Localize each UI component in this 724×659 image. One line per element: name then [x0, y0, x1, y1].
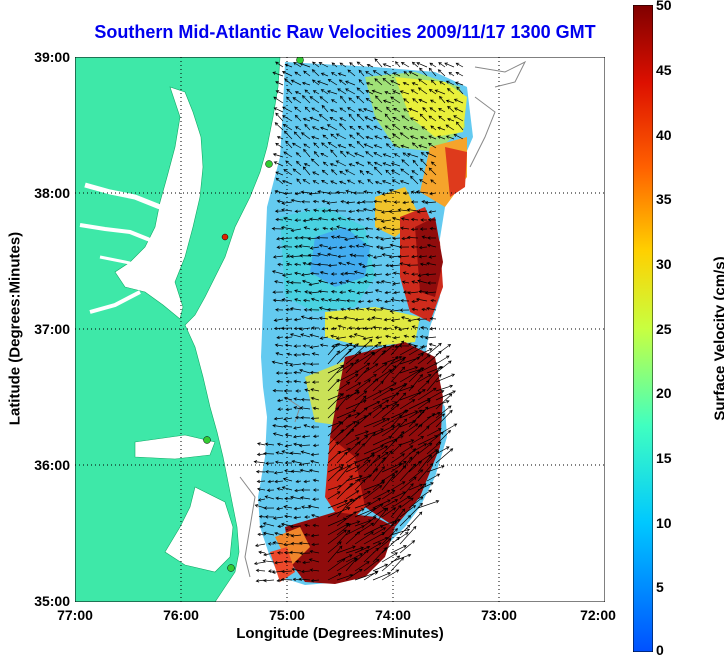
colorbar-tick: 15: [656, 450, 672, 466]
y-tick-label: 37:00: [34, 321, 70, 337]
colorbar-tick: 45: [656, 62, 672, 78]
grid: [75, 57, 605, 602]
y-tick-label: 39:00: [34, 49, 70, 65]
pamlico-sound: [164, 486, 234, 573]
james-river: [89, 290, 141, 314]
york-river: [99, 255, 148, 269]
colorbar-tick: 5: [656, 579, 664, 595]
station-marker: [203, 436, 211, 444]
colorbar-tick: 50: [656, 0, 672, 13]
y-tick-label: 35:00: [34, 593, 70, 609]
potomac-river: [84, 182, 161, 210]
y-tick-label: 36:00: [34, 457, 70, 473]
station-marker: [265, 160, 273, 168]
colorbar-tick: 40: [656, 127, 672, 143]
colorbar-tick: 10: [656, 515, 672, 531]
station-marker: [296, 57, 304, 64]
colorbar-label: Surface Velocity (cm/s): [711, 256, 724, 421]
x-tick-label: 76:00: [163, 607, 199, 623]
colorbar: [633, 5, 653, 652]
station-marker: [227, 564, 235, 572]
x-tick-label: 73:00: [481, 607, 517, 623]
station-marker-highlight: [221, 233, 229, 241]
velocity-arrow-set: [253, 58, 464, 583]
colorbar-tick: 35: [656, 191, 672, 207]
colorbar-tick: 0: [656, 642, 664, 658]
y-tick-label: 38:00: [34, 185, 70, 201]
x-axis-label: Longitude (Degrees:Minutes): [236, 625, 444, 642]
x-tick-label: 72:00: [580, 607, 616, 623]
colorbar-tick: 20: [656, 385, 672, 401]
y-axis-label: Latitude (Degrees:Minutes): [6, 231, 24, 426]
x-tick-label: 75:00: [269, 607, 305, 623]
x-tick-label: 77:00: [57, 607, 93, 623]
colorbar-tick: 30: [656, 256, 672, 272]
albemarle-sound: [134, 434, 216, 460]
x-tick-label: 74:00: [375, 607, 411, 623]
velocity-map: [75, 57, 605, 602]
rappahannock-river: [79, 223, 156, 244]
map-title: Southern Mid-Atlantic Raw Velocities 200…: [94, 22, 596, 42]
colorbar-tick: 25: [656, 321, 672, 337]
velocity-arrows: [253, 58, 464, 583]
